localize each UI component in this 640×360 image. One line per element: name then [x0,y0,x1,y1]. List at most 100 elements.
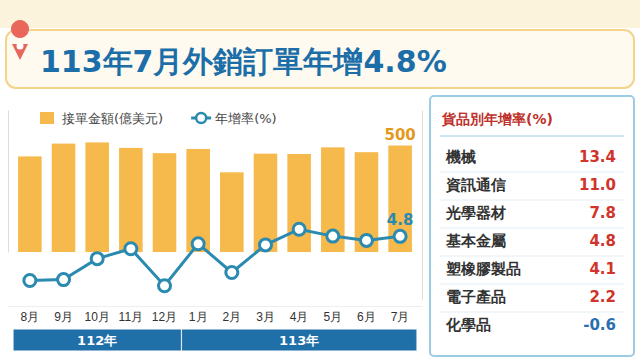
period-label: 113年 [279,333,319,348]
y-axis [8,111,9,253]
header-strip [0,0,640,28]
bar [153,153,177,252]
table-title: 貨品別年增率(%) [441,111,553,127]
x-axis: 8月 9月 10月 11月 12月 1月 2月 3月 4月 5月 6月 7月 [9,306,423,324]
x-tick-label: 9月 [54,310,73,324]
line-marker [360,234,372,246]
legend-item: 接單金額(億美元) [40,111,163,126]
x-tick-label: 8月 [21,310,40,324]
period-band [182,330,416,350]
bar [254,154,278,252]
table-row-divider [440,228,624,229]
x-tick-label: 11月 [119,310,143,324]
line-marker [91,253,103,265]
bar [220,172,244,252]
table-row-value: 11.0 [579,176,616,194]
x-tick: 10月 [85,306,110,324]
y-axis-line [8,111,9,253]
x-tick-label: 1月 [189,310,208,324]
legend-label: 接單金額(億美元) [62,111,163,126]
legend-swatch [40,112,54,124]
table-row-value: 4.8 [589,232,616,250]
table-row-divider [440,200,624,201]
bar [85,142,109,252]
line-marker [24,275,36,287]
table-row-divider [440,172,624,173]
x-tick: 6月 [357,306,376,324]
table-row-divider [440,284,624,285]
x-tick-label: 12月 [152,310,177,324]
legend: 接單金額(億美元) 年增率(%) [40,111,277,126]
bar [186,149,210,252]
x-tick: 12月 [152,306,177,324]
line-marker [226,266,238,278]
table-row-divider [440,312,624,313]
period-band [14,330,180,350]
y2-axis [422,111,423,301]
title-icon [11,20,29,60]
table-row-value: 13.4 [579,148,616,166]
icon-dot [17,43,24,50]
legend-label: 年增率(%) [215,111,277,126]
table-divider [440,136,624,137]
bar [119,148,143,252]
table-row-divider [440,256,624,257]
x-tick-label: 6月 [357,310,376,324]
table-row-value: 2.2 [589,288,616,306]
x-tick-label: 3月 [256,310,275,324]
bar [52,144,76,252]
table-frame [430,96,634,356]
line-marker [125,243,137,255]
line-marker [327,230,339,242]
period-label: 112年 [77,333,117,348]
data-label: 500 [384,126,415,144]
x-tick-label: 10月 [85,310,110,324]
x-tick: 4月 [290,306,309,324]
y2-axis-line [422,111,423,301]
line-marker [58,274,70,286]
table-row-label: 光學器材 [445,204,506,222]
bar [355,152,379,252]
x-tick: 7月 [391,306,410,324]
x-tick-label: 4月 [290,310,309,324]
table-panel: 貨品別年增率(%) 機械 13.4 資訊通信 11.0 光學器材 7.8 基本金屬 4.8 塑橡膠… [430,96,634,356]
title-banner [6,30,634,88]
table-row-label: 基本金屬 [445,232,506,250]
plot-texts: 500 4.8 [384,126,415,230]
line-marker [293,223,305,235]
table-row-label: 化學品 [445,316,491,334]
line-marker [192,238,204,250]
period-bands: 112年 113年 [14,330,416,350]
line-marker [394,230,406,242]
table-row-value: -0.6 [583,316,616,334]
legend-swatch [196,113,206,123]
table-row-value: 7.8 [589,204,616,222]
icon-pin [11,20,29,60]
x-tick-label: 7月 [391,310,410,324]
x-tick: 3月 [256,306,275,324]
x-tick: 11月 [119,306,143,324]
x-tick: 9月 [54,306,73,324]
x-tick: 8月 [21,306,40,324]
x-tick-label: 5月 [323,310,342,324]
x-tick: 2月 [222,306,241,324]
table-row-label: 塑橡膠製品 [445,260,521,278]
bar [18,156,42,252]
table-row-label: 資訊通信 [445,176,506,194]
table-row-label: 電子產品 [446,288,506,306]
data-label: 4.8 [387,211,414,229]
x-tick-label: 2月 [222,310,241,324]
x-tick: 5月 [323,306,342,324]
plot-marks [18,142,412,291]
bar [287,154,311,252]
legend-item: 年增率(%) [191,111,277,126]
line-marker [259,239,271,251]
x-tick: 1月 [189,306,208,324]
chart-title: 113年7月外銷訂單年增4.8% [40,44,447,79]
chart-root: 113年7月外銷訂單年增4.8% 500 4.8 8月 9月 10月 11月 12月 1月 2月 3… [0,0,640,360]
table-row-value: 4.1 [589,260,616,278]
table-row-label: 機械 [445,148,476,166]
x-axis-line [9,306,423,307]
line-marker [159,280,171,292]
line [30,229,400,286]
